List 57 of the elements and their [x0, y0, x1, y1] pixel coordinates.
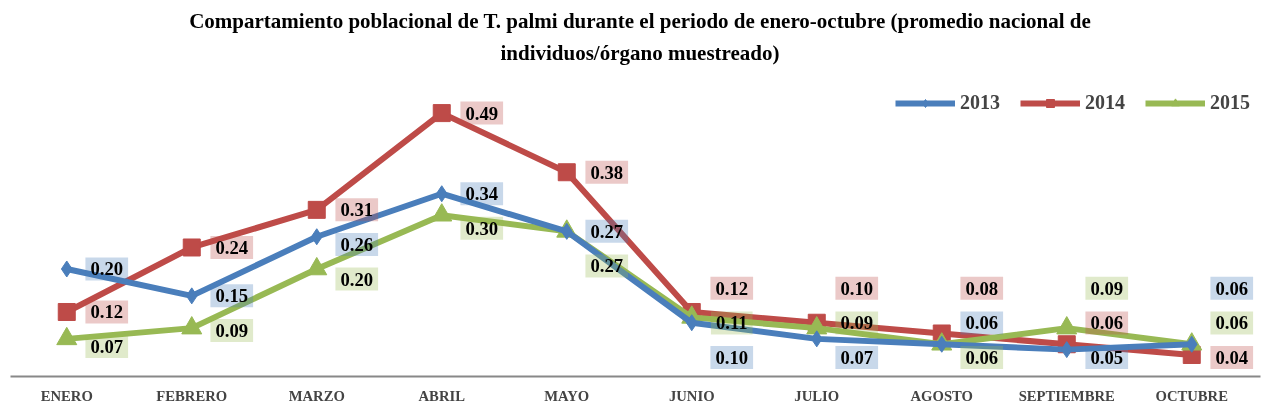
data-label: 0.31: [340, 199, 374, 221]
point: [435, 185, 448, 203]
point: [685, 314, 698, 332]
x-tick-label: FEBRERO: [156, 387, 228, 404]
x-tick-label: AGOSTO: [910, 387, 973, 404]
point: [307, 200, 326, 219]
x-tick-label: MARZO: [288, 387, 345, 404]
chart-title: Compartamiento poblacional de T. palmi durante el periodo de enero-octubre (promedio nacional de individuos/órgano muestreado): [188, 8, 1092, 67]
data-label: 0.09: [1090, 277, 1124, 299]
data-label: 0.49: [465, 102, 499, 124]
point: [810, 330, 823, 348]
point: [432, 104, 451, 123]
x-tick-label: OCTUBRE: [1155, 387, 1229, 404]
data-label: 0.07: [90, 336, 124, 358]
legend-label: 2013: [960, 91, 1000, 114]
data-label: 0.11: [715, 312, 748, 334]
point: [185, 287, 198, 305]
data-label: 0.08: [965, 277, 999, 299]
data-label: 0.06: [965, 346, 999, 368]
data-label: 0.06: [965, 312, 999, 334]
x-tick-label: ENERO: [40, 387, 93, 404]
point: [1060, 341, 1073, 359]
point: [560, 222, 573, 240]
x-tick-label: JULIO: [794, 387, 840, 404]
data-label: 0.30: [465, 217, 499, 239]
x-tick-label: SEPTIEMBRE: [1018, 387, 1116, 404]
data-label: 0.20: [90, 258, 124, 280]
data-label: 0.38: [590, 161, 624, 183]
data-label: 0.06: [1215, 277, 1249, 299]
data-label: 0.27: [590, 255, 624, 277]
point: [60, 260, 73, 278]
data-label: 0.06: [1215, 312, 1249, 334]
data-label: 0.06: [1090, 312, 1124, 334]
data-label: 0.20: [340, 268, 374, 290]
data-label: 0.15: [215, 285, 249, 307]
point: [182, 238, 201, 257]
data-label: 0.24: [215, 236, 249, 258]
data-label: 0.09: [215, 319, 249, 341]
legend-label: 2015: [1210, 91, 1250, 114]
x-tick-label: MAYO: [544, 387, 590, 404]
data-label: 0.05: [1090, 346, 1124, 368]
legend-label: 2014: [1085, 91, 1125, 114]
data-label: 0.10: [840, 277, 874, 299]
data-label: 0.26: [340, 233, 374, 255]
data-label: 0.10: [715, 346, 749, 368]
point: [57, 303, 76, 321]
point: [1185, 335, 1198, 353]
data-label: 0.12: [90, 301, 124, 323]
x-tick-label: ABRIL: [418, 387, 466, 404]
data-label: 0.07: [840, 346, 874, 368]
data-label: 0.34: [465, 183, 499, 205]
x-tick-label: JUNIO: [668, 387, 715, 404]
data-label: 0.04: [1215, 346, 1249, 368]
data-label: 0.27: [590, 220, 624, 242]
point: [557, 163, 576, 182]
data-label: 0.12: [715, 277, 749, 299]
point: [310, 228, 323, 246]
